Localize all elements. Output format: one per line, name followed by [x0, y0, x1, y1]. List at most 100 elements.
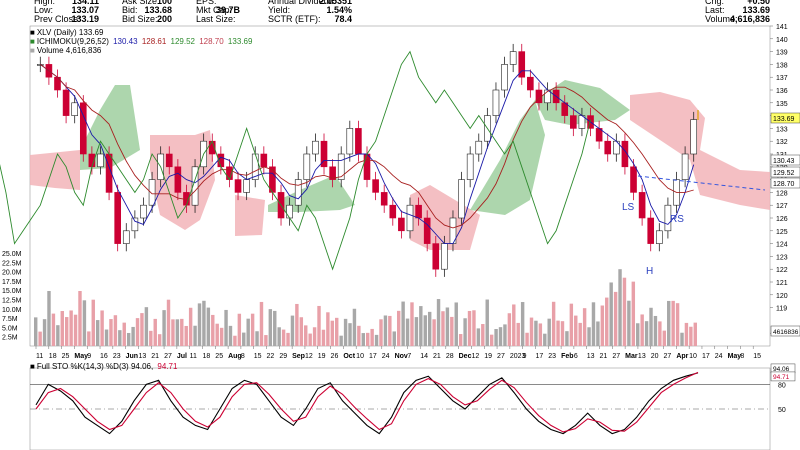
volume-bar — [445, 307, 450, 346]
candle-body — [294, 179, 302, 206]
x-tick-label: 24 — [715, 353, 723, 360]
price-badge-label: 133.69 — [773, 116, 795, 123]
volume-bar — [658, 321, 662, 346]
candle-body — [312, 140, 319, 155]
volume-bar — [47, 291, 51, 346]
y-tick-label: 141 — [776, 24, 788, 31]
price-badge-label: 129.52 — [773, 170, 795, 177]
x-tick-label: 12 — [471, 353, 479, 360]
x-tick-label: 10 — [356, 353, 364, 360]
y-tick-label: 119 — [776, 306, 787, 313]
volume-bar — [644, 321, 649, 346]
volume-bar — [286, 332, 290, 346]
x-tick-label: 18 — [202, 353, 210, 360]
volume-bar — [95, 320, 100, 346]
volume-bar — [144, 307, 149, 346]
x-tick-label: Mar — [625, 353, 638, 360]
volume-axis-label: 2.5M — [2, 335, 18, 342]
volume-bar — [494, 329, 498, 346]
volume-bar — [622, 277, 627, 346]
x-tick-label: 27 — [164, 353, 172, 360]
volume-bar — [543, 333, 547, 346]
x-tick-label: 29 — [279, 353, 287, 360]
neckline — [637, 175, 766, 191]
volume-bar — [560, 321, 565, 346]
volume-bar — [290, 315, 295, 346]
volume-bar — [82, 300, 87, 346]
stoch-badge-label: 94.71 — [773, 374, 790, 381]
volume-bar — [246, 318, 250, 346]
candle-body — [346, 128, 354, 155]
volume-bar — [458, 334, 463, 346]
volume-bar — [224, 309, 228, 346]
x-tick-label: Feb — [561, 353, 573, 360]
candle-body — [380, 192, 388, 206]
volume-axis-label: 5.0M — [2, 325, 18, 332]
header-value: 133.07 — [71, 5, 99, 15]
volume-bar — [693, 322, 697, 346]
volume-bar — [60, 311, 64, 346]
ichimoku-cloud-green — [470, 100, 545, 215]
candle-body — [389, 204, 397, 219]
header-value: 133.19 — [71, 14, 99, 24]
y-tick-label: 135 — [776, 101, 788, 108]
price-badge-bg — [770, 112, 800, 124]
x-tick-label: 17 — [535, 353, 543, 360]
price-badge: 130.43 — [770, 154, 800, 166]
x-tick-label: 19 — [318, 353, 326, 360]
candle-body — [122, 230, 130, 244]
header-label: EPS: — [196, 0, 217, 6]
x-tick-label: 12 — [305, 353, 313, 360]
candle-body — [518, 51, 526, 78]
volume-bar — [312, 327, 317, 346]
volume-bar — [653, 315, 658, 346]
candle-body — [363, 153, 371, 180]
candles — [36, 43, 698, 277]
x-tick-label: Jun — [126, 353, 138, 360]
x-tick-label: Jul — [177, 353, 187, 360]
candle-body — [165, 153, 173, 168]
header-label: SCTR (ETF): — [268, 14, 321, 24]
volume-bar — [481, 324, 485, 346]
header-label: Last: — [705, 5, 725, 15]
candle-body — [441, 243, 448, 270]
volume-bar — [569, 303, 574, 346]
ichimoku-value-kijun: 128.61 — [141, 37, 167, 46]
volume-bar — [202, 300, 206, 346]
volume-bar — [113, 315, 118, 346]
x-tick-label: 9 — [523, 353, 527, 360]
volume-badge-bg — [770, 325, 800, 337]
volume-bar — [587, 327, 591, 346]
volume-bar — [180, 318, 184, 346]
volume-bar — [122, 322, 126, 346]
x-tick-label: 16 — [100, 353, 108, 360]
volume-bar — [184, 325, 188, 346]
volume-bar — [379, 319, 383, 346]
x-tick-label: 15 — [254, 353, 262, 360]
candle-body — [398, 217, 405, 232]
y-tick-label: 140 — [776, 37, 788, 44]
price-badge-label: 128.70 — [773, 181, 795, 188]
y-tick-label: 120 — [776, 293, 788, 300]
x-tick-label: 21 — [600, 353, 608, 360]
candle-body — [664, 204, 672, 232]
volume-bar — [109, 319, 113, 346]
candle-body — [140, 204, 147, 219]
candle-body — [79, 102, 87, 155]
volume-bar — [335, 317, 339, 346]
volume-bar — [135, 318, 140, 346]
x-tick-label: 14 — [420, 353, 428, 360]
volume-bar — [489, 334, 494, 346]
volume-bar — [410, 302, 414, 346]
volume-bar — [118, 330, 122, 346]
volume-bar — [295, 303, 299, 346]
header-value: 2.05351 — [319, 0, 352, 6]
volume-bar — [188, 307, 193, 346]
volume-bar — [556, 320, 560, 346]
volume-bar — [529, 317, 534, 346]
volume-bar — [507, 313, 512, 346]
volume-bar — [175, 319, 180, 346]
price-badge-bg — [770, 166, 800, 178]
volume-bar — [538, 323, 543, 346]
